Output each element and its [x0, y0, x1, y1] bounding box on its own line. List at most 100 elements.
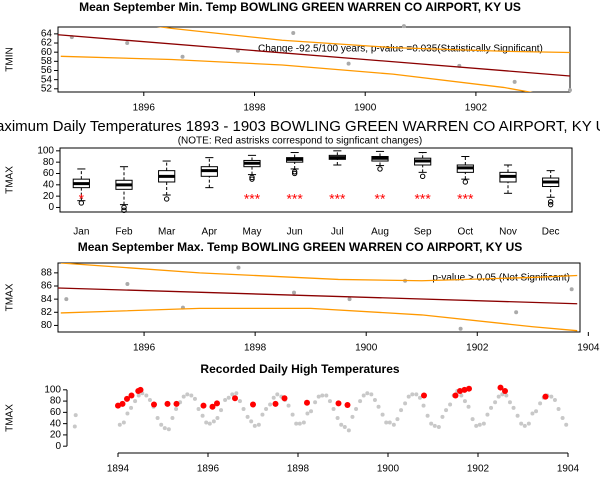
point [147, 397, 152, 402]
point [180, 54, 185, 59]
point [245, 414, 250, 419]
point [226, 395, 231, 400]
point [309, 409, 314, 414]
point [64, 297, 69, 302]
outlier [291, 169, 298, 175]
point [511, 405, 516, 410]
y-axis-label: TMAX [5, 166, 16, 194]
chart-title: Maximum Daily Temperatures 1893 - 1903 B… [0, 118, 600, 135]
chart-title: Mean September Max. Temp BOWLING GREEN W… [78, 240, 523, 254]
point [485, 412, 490, 417]
point [564, 422, 569, 427]
point [301, 420, 306, 425]
y-tick-label: 64 [41, 29, 53, 40]
point [125, 41, 130, 46]
point [196, 406, 201, 411]
point [470, 417, 475, 422]
point [556, 406, 561, 411]
point [207, 421, 212, 426]
x-tick-label: 1904 [557, 464, 580, 475]
x-tick-label: Mar [158, 227, 176, 238]
point [260, 412, 265, 417]
point [209, 403, 216, 410]
point [512, 79, 517, 84]
point [542, 393, 549, 400]
point [121, 420, 126, 425]
point [232, 395, 238, 402]
trend-line [58, 287, 578, 305]
point [320, 393, 325, 398]
point [507, 400, 512, 405]
point [219, 408, 224, 413]
point [170, 416, 175, 420]
outlier [121, 204, 127, 211]
point [230, 392, 235, 397]
point [346, 61, 351, 66]
point [286, 403, 291, 408]
y-tick-label: 40 [43, 179, 55, 190]
point [350, 414, 355, 419]
point [497, 384, 504, 391]
point [200, 402, 207, 409]
trend-line [60, 263, 578, 282]
x-tick-label: 1896 [133, 103, 156, 114]
point [125, 411, 130, 416]
point [162, 426, 167, 431]
point [466, 385, 472, 392]
point [115, 402, 121, 409]
chart-title: Recorded Daily High Temperatures [200, 362, 399, 376]
x-tick-label: 1898 [244, 343, 267, 354]
y-axis-label: TMAX [5, 283, 16, 311]
y-tick-label: 20 [50, 430, 62, 441]
point [421, 403, 426, 408]
point [369, 392, 374, 397]
point [159, 422, 164, 427]
x-tick-label: Sep [414, 227, 432, 238]
y-tick-label: 52 [41, 83, 53, 94]
outlier [291, 170, 298, 177]
point [192, 396, 197, 401]
x-tick-label: 1896 [197, 464, 220, 475]
point [514, 310, 519, 315]
point [204, 420, 209, 425]
point [268, 402, 273, 407]
y-tick-label: 62 [41, 38, 53, 49]
point [281, 395, 288, 402]
point [399, 408, 404, 413]
x-tick-label: 1896 [133, 343, 156, 354]
outlier [249, 174, 255, 181]
y-tick-label: 100 [37, 145, 54, 156]
point [466, 404, 471, 409]
point [305, 411, 310, 416]
point [173, 400, 180, 407]
x-tick-label: Jan [73, 227, 89, 238]
y-tick-label: 100 [44, 384, 61, 395]
y-tick-label: 54 [41, 74, 53, 85]
point [414, 392, 419, 397]
point [436, 425, 441, 430]
x-tick-label: Nov [499, 227, 517, 238]
point [560, 416, 565, 420]
point [117, 422, 122, 427]
outlier [547, 199, 554, 205]
point [275, 392, 280, 397]
point [185, 392, 190, 397]
x-tick-label: 1898 [287, 464, 310, 475]
point [504, 393, 509, 398]
point [124, 395, 130, 402]
point [530, 411, 535, 416]
x-tick-label: Jun [287, 227, 303, 238]
point [452, 392, 459, 399]
point [432, 423, 437, 428]
point [214, 400, 220, 407]
point [200, 413, 205, 418]
point [342, 425, 347, 430]
point [211, 419, 216, 424]
point [569, 287, 574, 292]
point [519, 421, 524, 426]
point [189, 393, 194, 398]
point [502, 387, 508, 394]
point [294, 421, 299, 426]
point [493, 400, 498, 405]
